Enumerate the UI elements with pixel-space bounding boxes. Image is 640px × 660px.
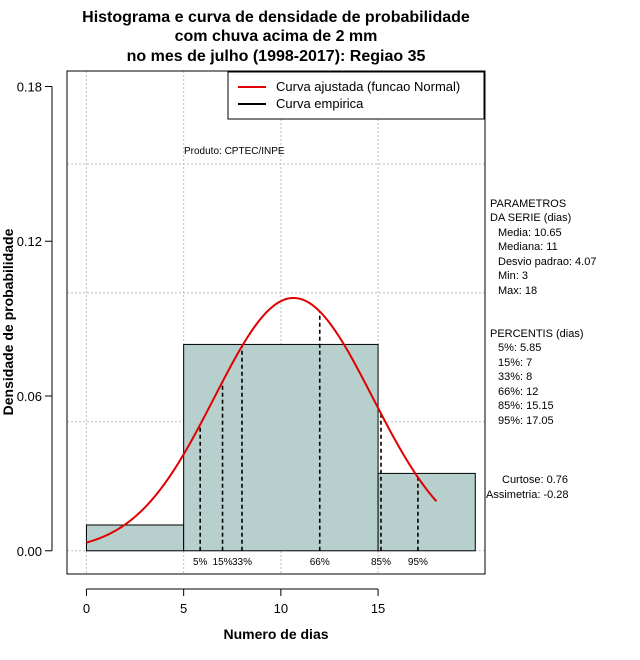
params-title-line-2: DA SERIE (dias) — [490, 212, 571, 224]
legend-label-empirical: Curva empirica — [276, 96, 364, 111]
x-tick-label-2: 10 — [274, 601, 288, 616]
legend-label-fitted: Curva ajustada (funcao Normal) — [276, 79, 460, 94]
y-tick-label-3: 0.18 — [17, 79, 42, 94]
param-media: Media: 10.65 — [498, 227, 562, 239]
x-tick-label-3: 15 — [371, 601, 385, 616]
percentile-label-1: 15% — [213, 557, 233, 568]
fitted-curve-line — [86, 296, 438, 544]
axes: 0 5 10 15 0.00 0.06 0.12 0.18 — [17, 79, 386, 616]
histogram-bar-1 — [183, 343, 379, 552]
percentile-label-5: 95% — [408, 557, 428, 568]
y-tick-label-0: 0.00 — [17, 544, 42, 559]
percentil-95: 95%: 17.05 — [498, 415, 554, 427]
percentile-label-3: 66% — [310, 557, 330, 568]
legend: Curva ajustada (funcao Normal) Curva emp… — [227, 71, 485, 120]
chart-title-line-3: no mes de julho (1998-2017): Regiao 35 — [127, 48, 426, 65]
params-title-line-1: PARAMETROS — [490, 198, 566, 210]
legend-box — [227, 71, 485, 120]
y-tick-label-2: 0.12 — [17, 234, 42, 249]
percentis-title: PERCENTIS (dias) — [490, 328, 584, 340]
chart-title-line-2: com chuva acima de 2 mm — [175, 28, 378, 45]
side-panel: PARAMETROS DA SERIE (dias) Media: 10.65 … — [486, 198, 596, 501]
stat-curtose: Curtose: 0.76 — [502, 474, 568, 486]
y-tick-label-1: 0.06 — [17, 389, 42, 404]
percentil-15: 15%: 7 — [498, 357, 532, 369]
plot-frame — [66, 70, 486, 575]
x-tick-label-0: 0 — [83, 601, 90, 616]
param-max: Max: 18 — [498, 285, 537, 297]
product-note: Produto: CPTEC/INPE — [184, 146, 285, 157]
percentil-85: 85%: 15.15 — [498, 400, 554, 412]
percentile-lines: 5% 15% 33% 66% 85% 95% — [193, 311, 428, 568]
percentil-5: 5%: 5.85 — [498, 342, 541, 354]
percentile-label-4: 85% — [371, 557, 391, 568]
param-mediana: Mediana: 11 — [498, 241, 558, 253]
param-desvio: Desvio padrao: 4.07 — [498, 256, 596, 268]
percentil-33: 33%: 8 — [498, 371, 532, 383]
percentile-label-2: 33% — [232, 557, 252, 568]
percentile-label-0: 5% — [193, 557, 208, 568]
y-axis-title: Densidade de probabilidade — [0, 228, 16, 415]
fitted-curve-group — [86, 296, 438, 544]
param-min: Min: 3 — [498, 270, 528, 282]
percentil-66: 66%: 12 — [498, 386, 538, 398]
histogram-bars — [85, 343, 476, 552]
x-tick-label-1: 5 — [180, 601, 187, 616]
x-axis-title: Numero de dias — [223, 626, 328, 642]
stat-assimetria: Assimetria: -0.28 — [486, 489, 569, 501]
chart-title-line-1: Histograma e curva de densidade de proba… — [82, 9, 470, 26]
histogram-bar-2 — [377, 472, 476, 552]
